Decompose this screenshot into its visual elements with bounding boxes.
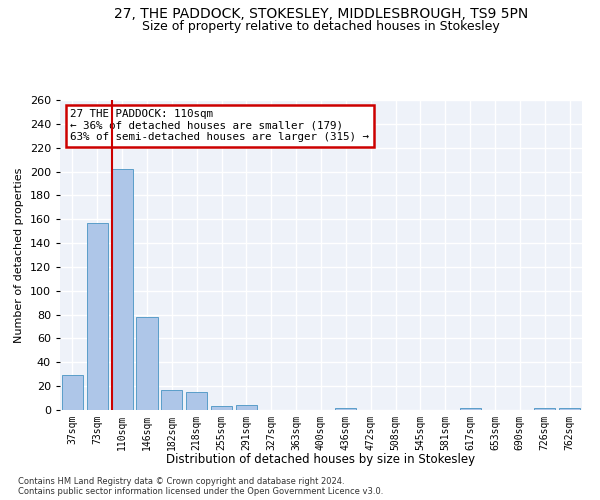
Bar — [62, 376, 83, 410]
Y-axis label: Number of detached properties: Number of detached properties — [14, 168, 24, 342]
Bar — [112, 169, 133, 410]
Bar — [460, 408, 481, 410]
Bar — [534, 408, 555, 410]
Bar — [211, 406, 232, 410]
Bar — [236, 405, 257, 410]
Text: 27 THE PADDOCK: 110sqm
← 36% of detached houses are smaller (179)
63% of semi-de: 27 THE PADDOCK: 110sqm ← 36% of detached… — [70, 110, 370, 142]
Text: 27, THE PADDOCK, STOKESLEY, MIDDLESBROUGH, TS9 5PN: 27, THE PADDOCK, STOKESLEY, MIDDLESBROUG… — [114, 8, 528, 22]
Bar — [186, 392, 207, 410]
Bar — [335, 408, 356, 410]
Bar — [161, 390, 182, 410]
Text: Distribution of detached houses by size in Stokesley: Distribution of detached houses by size … — [166, 452, 476, 466]
Bar — [136, 317, 158, 410]
Text: Size of property relative to detached houses in Stokesley: Size of property relative to detached ho… — [142, 20, 500, 33]
Text: Contains HM Land Registry data © Crown copyright and database right 2024.: Contains HM Land Registry data © Crown c… — [18, 478, 344, 486]
Bar — [87, 223, 108, 410]
Bar — [559, 408, 580, 410]
Text: Contains public sector information licensed under the Open Government Licence v3: Contains public sector information licen… — [18, 488, 383, 496]
